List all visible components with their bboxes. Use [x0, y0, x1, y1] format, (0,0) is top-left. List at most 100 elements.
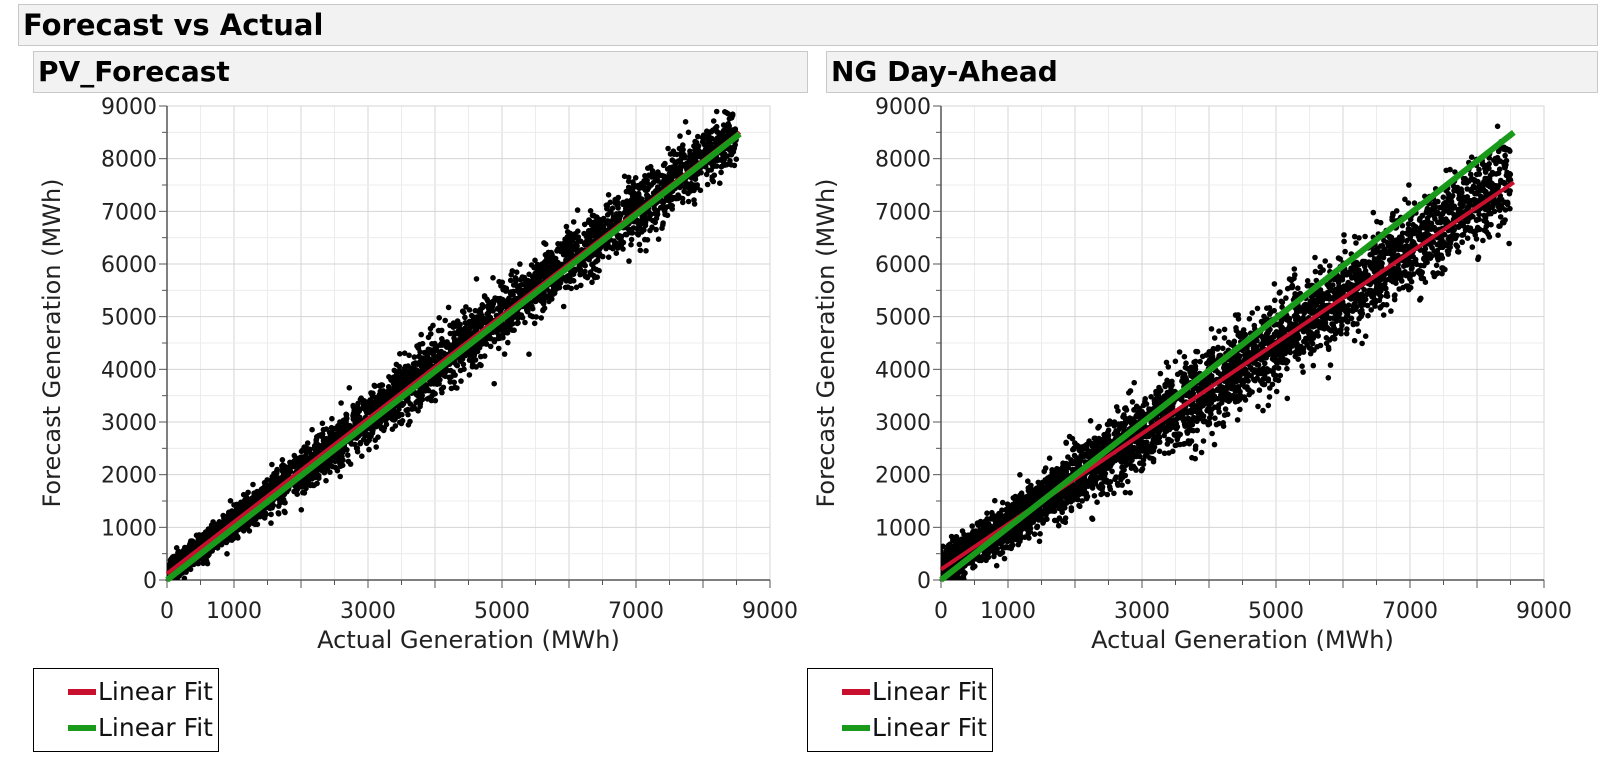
scatter-point [220, 512, 226, 519]
scatter-point [630, 179, 636, 185]
y-tick-label: 8000 [875, 148, 931, 173]
y-tick-label: 5000 [101, 306, 157, 331]
y-tick-label: 7000 [875, 200, 931, 225]
scatter-point [1377, 219, 1384, 226]
scatter-point [1156, 448, 1163, 455]
scatter-point [605, 192, 612, 198]
scatter-point [405, 411, 411, 418]
scatter-point [304, 440, 311, 446]
scatter-point [298, 507, 305, 513]
scatter-point [570, 219, 577, 225]
scatter-point [1211, 335, 1218, 341]
scatter-point [418, 331, 425, 338]
pv-forecast-chart-title: PV_Forecast [33, 51, 808, 93]
scatter-point [578, 282, 584, 289]
scatter-point [319, 420, 326, 427]
scatter-point [517, 261, 523, 267]
scatter-point [680, 142, 686, 148]
scatter-point [526, 351, 532, 358]
report-title: Forecast vs Actual [18, 4, 1598, 46]
scatter-point [1199, 353, 1206, 360]
scatter-point [515, 310, 521, 317]
scatter-point [454, 385, 460, 391]
scatter-point [710, 178, 717, 185]
scatter-point [250, 481, 256, 488]
scatter-point [436, 315, 443, 321]
y-tick-label: 0 [143, 569, 157, 594]
y-tick-label: 4000 [101, 358, 157, 383]
scatter-point [1200, 438, 1207, 444]
y-tick-label: 9000 [875, 95, 931, 120]
scatter-point [505, 297, 511, 303]
scatter-point [1220, 345, 1226, 352]
x-tick-label: 7000 [608, 599, 664, 624]
scatter-point [532, 257, 538, 264]
scatter-point [405, 422, 412, 428]
scatter-point [487, 343, 494, 350]
scatter-point [1181, 353, 1188, 360]
scatter-point [1001, 555, 1008, 562]
scatter-point [573, 284, 580, 291]
y-axis-title: Forecast Generation (MWh) [38, 178, 66, 507]
scatter-point [1221, 326, 1228, 333]
x-tick-label: 3000 [1114, 599, 1170, 624]
scatter-point [1046, 455, 1053, 462]
scatter-point [664, 212, 671, 219]
scatter-point [677, 184, 683, 191]
scatter-point [1327, 362, 1334, 368]
scatter-point [227, 498, 234, 504]
scatter-point [366, 446, 372, 453]
scatter-point [478, 353, 484, 360]
scatter-point [406, 352, 412, 359]
scatter-point [728, 151, 735, 158]
y-tick-label: 6000 [101, 253, 157, 278]
scatter-point [279, 457, 286, 463]
y-tick-label: 2000 [101, 464, 157, 489]
scatter-point [281, 508, 288, 515]
x-tick-label: 7000 [1382, 599, 1438, 624]
scatter-point [709, 162, 716, 168]
scatter-point [369, 392, 375, 398]
scatter-point [314, 480, 320, 487]
scatter-point [513, 269, 520, 276]
ng-day-ahead-chart-title: NG Day-Ahead [826, 51, 1598, 93]
scatter-point [438, 327, 445, 334]
scatter-point [628, 236, 635, 243]
scatter-point [632, 175, 639, 181]
y-tick-label: 0 [917, 569, 931, 594]
scatter-point [653, 226, 659, 233]
grid-lines [166, 105, 771, 581]
y-tick-label: 2000 [875, 464, 931, 489]
x-tick-label: 3000 [340, 599, 396, 624]
y-tick-label: 4000 [875, 358, 931, 383]
scatter-point [1312, 254, 1318, 261]
scatter-point [560, 303, 567, 310]
scatter-point [640, 182, 647, 188]
x-tick-label: 0 [934, 599, 948, 624]
scatter-point [269, 461, 275, 468]
scatter-point [181, 575, 188, 580]
y-tick-label: 5000 [875, 306, 931, 331]
scatter-point [668, 196, 675, 203]
scatter-point [491, 380, 498, 387]
scatter-point [1157, 370, 1164, 377]
scatter-point [660, 220, 666, 226]
scatter-point [468, 312, 475, 319]
x-tick-label: 1000 [206, 599, 262, 624]
x-tick-label: 0 [160, 599, 174, 624]
scatter-point [733, 156, 740, 162]
scatter-point [268, 511, 274, 518]
x-tick-label: 5000 [474, 599, 530, 624]
x-tick-label: 1000 [980, 599, 1036, 624]
scatter-point [685, 129, 692, 136]
scatter-point [332, 458, 338, 465]
scatter-point [466, 372, 473, 378]
y-tick-label: 3000 [875, 411, 931, 436]
scatter-point [309, 426, 315, 433]
scatter-point [718, 169, 724, 176]
x-tick-label: 9000 [1516, 599, 1572, 624]
x-tick-label: 5000 [1248, 599, 1304, 624]
y-tick-label: 8000 [101, 148, 157, 173]
scatter-point [636, 241, 643, 248]
